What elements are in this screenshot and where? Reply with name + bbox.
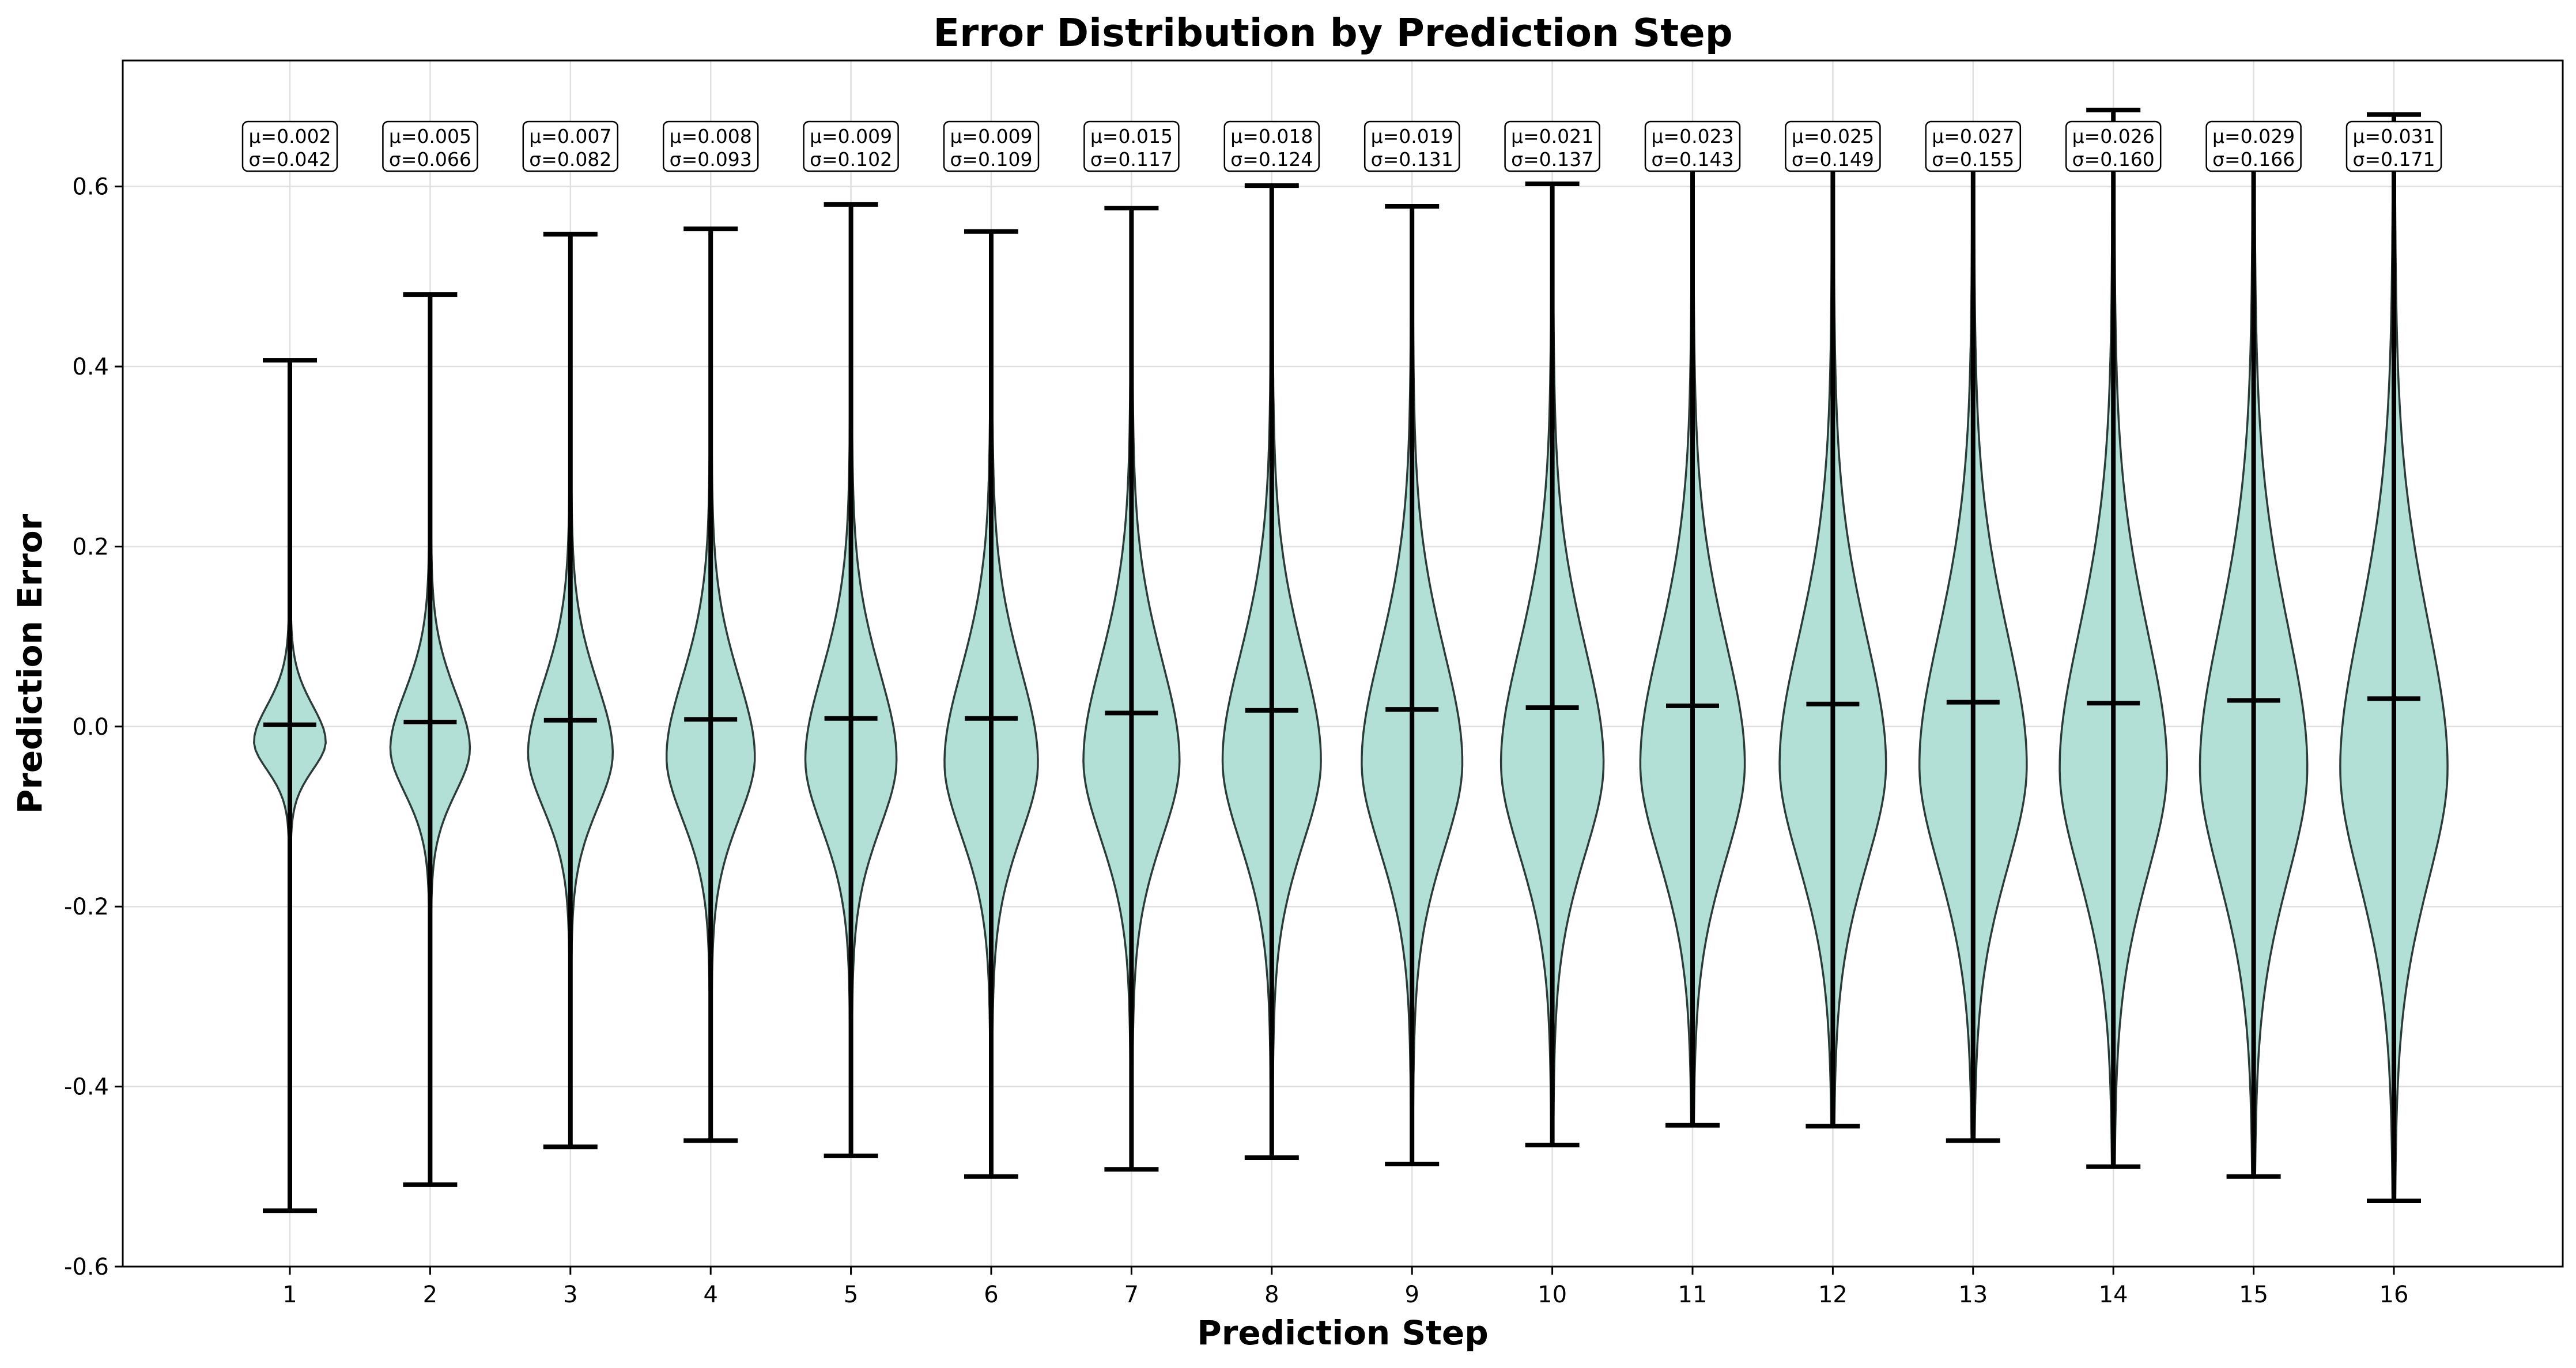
violin-layer <box>253 109 2449 1212</box>
x-tick-label: 9 <box>1404 1282 1419 1308</box>
stat-label-mu: μ=0.025 <box>1792 125 1874 148</box>
stat-label-sigma: σ=0.102 <box>810 148 892 171</box>
stat-label-box <box>662 120 759 172</box>
x-tick-label: 3 <box>563 1282 577 1308</box>
stat-label-mu: μ=0.008 <box>670 125 752 148</box>
stat-label-sigma: σ=0.166 <box>2212 148 2295 171</box>
x-tick-label: 16 <box>2379 1282 2409 1308</box>
x-tick-label: 7 <box>1124 1282 1139 1308</box>
stat-label-box <box>522 120 619 172</box>
stat-label-box <box>1223 120 1320 172</box>
stat-label-box <box>1083 120 1180 172</box>
stat-label-mu: μ=0.018 <box>1230 125 1313 148</box>
stat-label-box <box>1363 120 1460 172</box>
stat-label-sigma: σ=0.124 <box>1230 148 1313 171</box>
stat-label-mu: μ=0.009 <box>950 125 1032 148</box>
stat-label-mu: μ=0.015 <box>1090 125 1173 148</box>
y-tick-label: -0.4 <box>64 1074 109 1101</box>
stat-label-layer: μ=0.002σ=0.042μ=0.005σ=0.066μ=0.007σ=0.0… <box>241 120 2442 172</box>
stat-label-box <box>382 120 478 172</box>
stat-label-sigma: σ=0.109 <box>950 148 1032 171</box>
x-axis-label: Prediction Step <box>1197 1313 1489 1352</box>
stat-label-sigma: σ=0.131 <box>1371 148 1453 171</box>
stat-label-sigma: σ=0.171 <box>2352 148 2435 171</box>
x-tick-label: 2 <box>423 1282 437 1308</box>
stat-label-box <box>241 120 338 172</box>
stat-label-mu: μ=0.021 <box>1511 125 1593 148</box>
stat-label-sigma: σ=0.137 <box>1511 148 1593 171</box>
y-tick-label: 0.0 <box>72 714 109 740</box>
stat-label-box <box>1504 120 1600 172</box>
y-tick-label: 0.2 <box>72 534 109 560</box>
x-tick-label: 12 <box>1818 1282 1848 1308</box>
stat-label-mu: μ=0.002 <box>248 125 331 148</box>
stat-label-box <box>2345 120 2442 172</box>
x-tick-label: 13 <box>1958 1282 1988 1308</box>
bar-layer <box>263 107 2421 1214</box>
grid-layer <box>123 61 2563 1268</box>
stat-label-mu: μ=0.031 <box>2352 125 2435 148</box>
y-tick-label: 0.4 <box>72 354 109 380</box>
stat-label-mu: μ=0.019 <box>1371 125 1453 148</box>
x-tick-label: 5 <box>844 1282 858 1308</box>
stat-label-sigma: σ=0.066 <box>389 148 471 171</box>
stat-label-box <box>1785 120 1881 172</box>
stat-label-box <box>2205 120 2302 172</box>
x-tick-label: 6 <box>984 1282 998 1308</box>
stat-label-sigma: σ=0.082 <box>529 148 611 171</box>
tick-layer: -0.6-0.4-0.20.00.20.40.61 2 3 4 5 6 7 8 9 10 11 12 1… <box>64 174 2409 1308</box>
x-tick-label: 8 <box>1264 1282 1279 1308</box>
stat-label-mu: μ=0.007 <box>529 125 611 148</box>
stat-label-sigma: σ=0.143 <box>1651 148 1733 171</box>
y-tick-label: 0.6 <box>72 174 109 201</box>
stat-label-sigma: σ=0.155 <box>1932 148 2014 171</box>
stat-label-box <box>1644 120 1741 172</box>
y-tick-label: -0.6 <box>64 1254 109 1280</box>
stat-label-box <box>943 120 1040 172</box>
stat-label-box <box>2065 120 2162 172</box>
stat-label-mu: μ=0.005 <box>389 125 471 148</box>
stat-label-mu: μ=0.009 <box>810 125 892 148</box>
x-tick-label: 4 <box>703 1282 717 1308</box>
chart-title: Error Distribution by Prediction Step <box>933 10 1732 55</box>
plot-frame <box>122 59 2564 1268</box>
stat-label-sigma: σ=0.117 <box>1090 148 1173 171</box>
stat-label-mu: μ=0.029 <box>2212 125 2295 148</box>
stat-label-mu: μ=0.026 <box>2072 125 2155 148</box>
x-tick-label: 10 <box>1538 1282 1567 1308</box>
x-tick-label: 15 <box>2239 1282 2268 1308</box>
y-tick-label: -0.2 <box>64 894 109 920</box>
stat-label-sigma: σ=0.093 <box>670 148 752 171</box>
stat-label-box <box>803 120 899 172</box>
stat-label-sigma: σ=0.160 <box>2072 148 2155 171</box>
x-tick-label: 11 <box>1678 1282 1708 1308</box>
stat-label-sigma: σ=0.042 <box>248 148 331 171</box>
stat-label-mu: μ=0.027 <box>1932 125 2014 148</box>
x-tick-label: 1 <box>282 1282 297 1308</box>
y-axis-label: Prediction Error <box>10 513 50 814</box>
stat-label-sigma: σ=0.149 <box>1792 148 1874 171</box>
stat-label-box <box>1925 120 2022 172</box>
x-tick-label: 14 <box>2099 1282 2128 1308</box>
stat-label-mu: μ=0.023 <box>1651 125 1733 148</box>
